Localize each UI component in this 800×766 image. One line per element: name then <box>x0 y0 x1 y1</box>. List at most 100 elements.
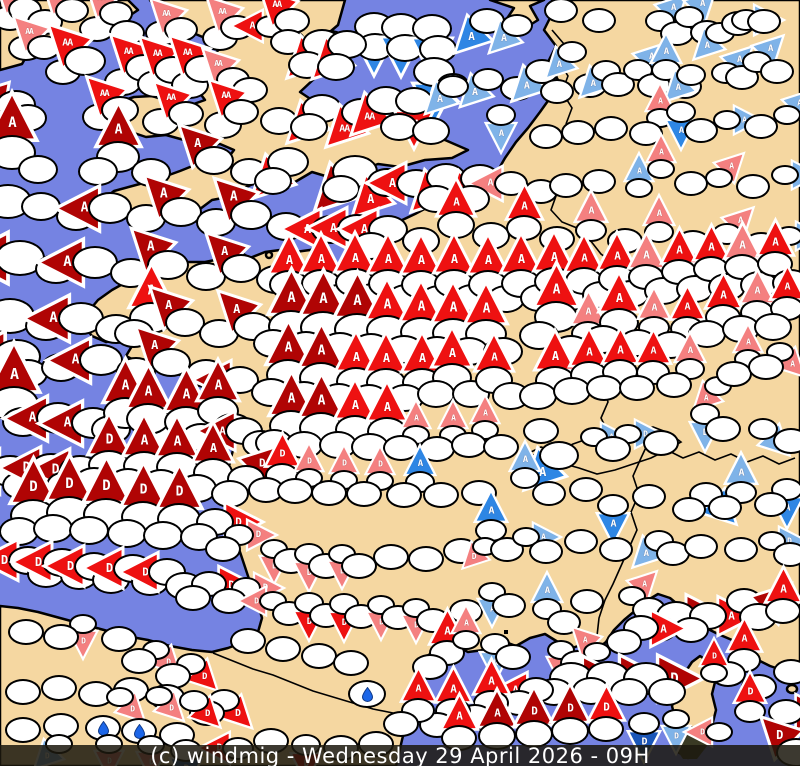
pennant-label: A <box>229 189 237 205</box>
pennant-label: A <box>317 343 326 359</box>
pennant-label: A <box>617 343 624 357</box>
station-ellipse <box>501 13 533 37</box>
station-ellipse <box>564 528 598 554</box>
station-ellipse <box>544 0 578 23</box>
station-ellipse <box>672 496 706 522</box>
pennant-label: A <box>319 291 328 308</box>
station-ellipse <box>529 123 563 149</box>
station-ellipse <box>254 167 292 195</box>
pennant-label: A <box>417 458 424 469</box>
pennant-label: AA <box>272 0 281 11</box>
pennant-label: A <box>209 440 217 455</box>
station-ellipse <box>747 8 781 34</box>
pennant-label: A <box>193 135 200 150</box>
pennant-label: A <box>517 251 525 266</box>
station-ellipse <box>386 482 422 508</box>
station-ellipse <box>230 628 266 654</box>
pennant-label: A <box>70 352 78 368</box>
pennant-label: A <box>656 208 663 219</box>
pennant-label: A <box>384 251 392 266</box>
station-ellipse <box>0 134 36 170</box>
pennant-label: A <box>583 635 587 645</box>
pennant-label: A <box>317 393 326 409</box>
pennant-label: D <box>254 596 258 606</box>
pennant-label: A <box>615 290 623 305</box>
station-ellipse <box>569 476 603 502</box>
pennant-label: D <box>700 727 704 737</box>
station-ellipse <box>647 159 675 179</box>
pennant-label: AA <box>363 111 374 123</box>
pennant-label: A <box>660 621 666 635</box>
pennant-label: A <box>351 250 359 265</box>
pennant-label: A <box>220 243 227 258</box>
pennant-label: A <box>614 249 621 263</box>
pennant-label: A <box>418 350 426 365</box>
pennant-label: A <box>388 176 395 190</box>
pennant-label: A <box>790 359 794 369</box>
pennant-label: A <box>488 505 494 517</box>
station-ellipse <box>408 546 444 572</box>
station-ellipse <box>221 253 261 283</box>
pennant-label: A <box>415 683 421 695</box>
pennant-label: A <box>704 40 710 51</box>
pennant-label: A <box>754 285 760 297</box>
pennant-label: A <box>746 337 751 347</box>
pennant-label: A <box>173 434 182 449</box>
pennant-label: A <box>736 55 742 66</box>
station-ellipse <box>451 432 487 458</box>
pennant-label: AA <box>218 7 227 17</box>
pennant-label: A <box>522 454 529 465</box>
pennant-label: A <box>643 248 650 262</box>
pennant-label: A <box>417 252 425 267</box>
station-ellipse <box>179 690 209 712</box>
station-ellipse <box>106 687 134 707</box>
station-ellipse <box>582 168 616 194</box>
pennant-label: A <box>352 349 360 364</box>
station-ellipse <box>643 430 679 456</box>
pennant-label: A <box>144 384 153 400</box>
pennant-label: D <box>139 482 148 498</box>
station-ellipse <box>492 592 526 618</box>
pennant-label: D <box>747 686 753 698</box>
station-ellipse <box>582 7 616 33</box>
pennant-label: A <box>453 195 460 209</box>
station-ellipse <box>290 113 328 141</box>
station-ellipse <box>594 115 628 141</box>
pennant-label: A <box>590 78 596 89</box>
station-ellipse <box>628 711 660 735</box>
station-ellipse <box>595 436 631 462</box>
pennant-label: D <box>29 479 38 496</box>
pennant-label: D <box>567 701 574 715</box>
caption-text: (c) windmig - Wednesday 29 April 2026 - … <box>150 743 650 766</box>
pennant-label: A <box>741 633 747 645</box>
station-ellipse <box>570 588 604 614</box>
pennant-label: D <box>141 565 147 579</box>
pennant-label: A <box>659 147 664 157</box>
pennant-label: A <box>287 391 296 407</box>
pennant-label: D <box>378 459 383 469</box>
pennant-label: A <box>9 364 19 383</box>
station-ellipse <box>301 643 337 669</box>
station-ellipse <box>529 538 563 564</box>
pennant-label: D <box>201 671 207 682</box>
pennant-label: A <box>285 252 293 267</box>
pennant-label: A <box>552 282 561 298</box>
pennant-label: A <box>556 59 562 70</box>
station-ellipse <box>383 711 419 737</box>
station-ellipse <box>18 154 58 184</box>
pennant-label: D <box>674 731 678 741</box>
station-ellipse <box>625 178 653 198</box>
pennant-label: A <box>8 114 17 131</box>
station-ellipse <box>265 636 301 662</box>
pennant-label: D <box>531 704 538 718</box>
station-ellipse <box>539 440 579 470</box>
station-ellipse <box>771 165 799 185</box>
station-ellipse <box>205 536 241 562</box>
pennant-label: A <box>772 235 779 249</box>
pennant-label: A <box>451 413 456 423</box>
station-ellipse <box>588 716 624 742</box>
station-ellipse <box>78 156 118 186</box>
station-ellipse <box>705 416 741 442</box>
